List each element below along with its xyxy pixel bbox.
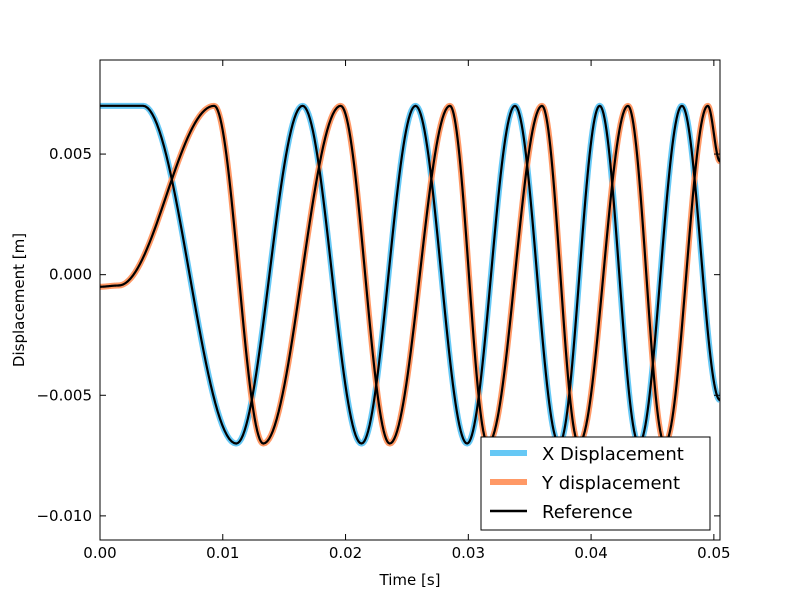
y-tick-label: 0.005	[49, 145, 92, 163]
legend-label-y-displacement: Y displacement	[541, 473, 680, 494]
x-tick-label: 0.01	[206, 544, 239, 562]
series-line-reference-y	[100, 104, 720, 445]
ticks-layer: 0.00 0.01 0.02 0.03 0.04 0.05 −0.010 −0.005 0.00…	[36, 60, 731, 562]
y-tick-label: −0.005	[36, 386, 92, 404]
y-axis-label: Displacement [m]	[10, 233, 28, 367]
x-tick-label: 0.03	[452, 544, 485, 562]
legend-label-x-displacement: X Displacement	[542, 444, 684, 465]
x-axis-label: Time [s]	[379, 571, 441, 589]
legend: X Displacement Y displacement Reference	[480, 436, 711, 531]
x-tick-label: 0.00	[83, 544, 116, 562]
y-tick-label: −0.010	[36, 507, 92, 525]
x-tick-label: 0.02	[329, 544, 362, 562]
x-tick-label: 0.04	[574, 544, 607, 562]
x-tick-label: 0.05	[697, 544, 730, 562]
y-tick-label: 0.000	[49, 266, 92, 284]
legend-label-reference: Reference	[542, 502, 633, 523]
plot-frame	[99, 59, 721, 541]
